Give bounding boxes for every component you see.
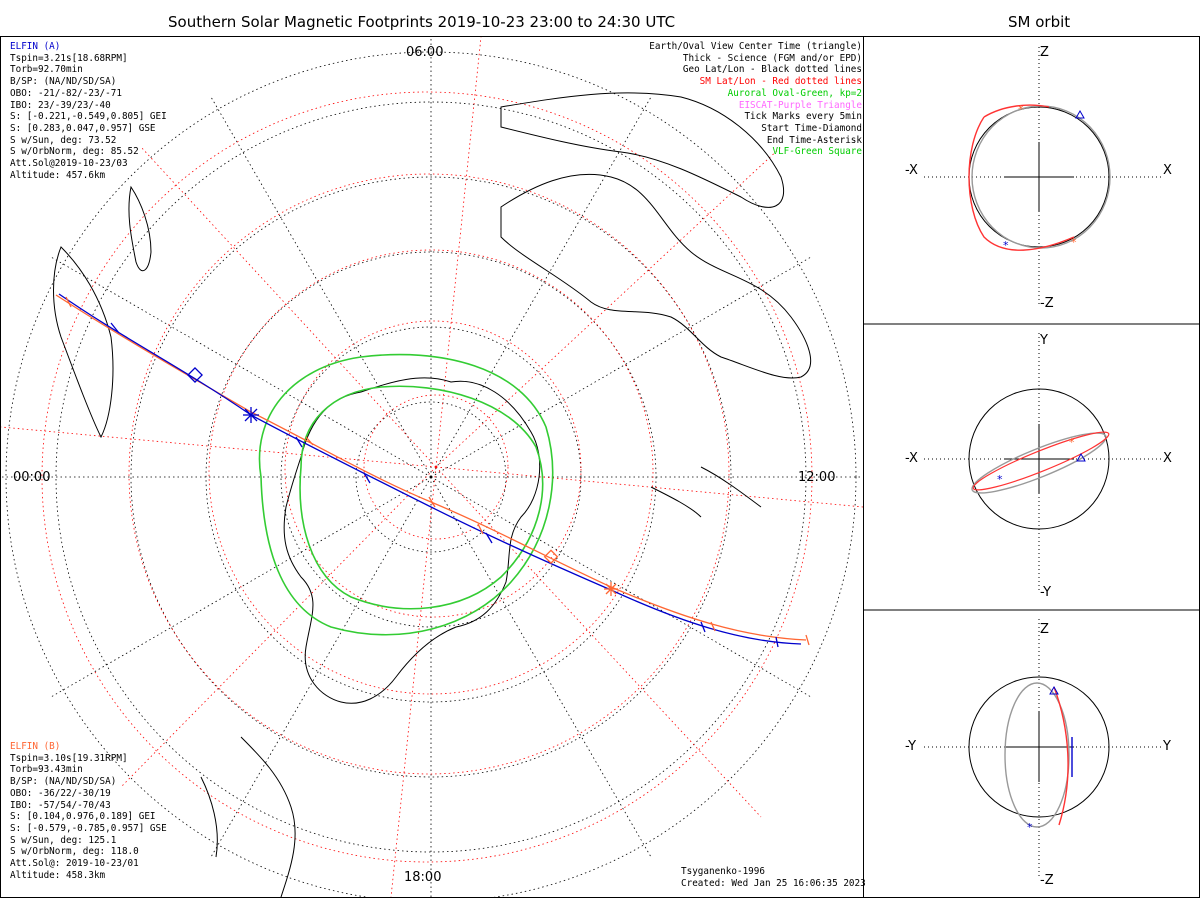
orbit3-bottom-label: -Z xyxy=(1040,873,1054,888)
australia-outline xyxy=(500,173,812,379)
madagascar-outline xyxy=(128,185,152,272)
sm-orbit-plots: * * * * * * xyxy=(864,47,1200,879)
hour-label-left: 00:00 xyxy=(13,470,51,485)
orbit-panel-yz: * xyxy=(924,619,1164,879)
elfin-a-line: S: [-0.221,-0.549,0.805] GEI xyxy=(10,111,167,123)
elfin-b-start-diamond xyxy=(543,549,559,564)
asia-outline xyxy=(500,92,785,208)
elfin-a-name: ELFIN (A) xyxy=(10,41,61,52)
orbit3-right-label: Y xyxy=(1163,739,1171,754)
orbit2-left-label: -X xyxy=(905,451,918,466)
elfin-a-end-asterisk xyxy=(243,407,259,423)
elfin-b-line: B/SP: (NA/ND/SD/SA) xyxy=(10,776,117,788)
legend-item: SM Lat/Lon - Red dotted lines xyxy=(699,76,862,88)
footprint-map xyxy=(1,37,863,897)
plot-title: Southern Solar Magnetic Footprints 2019-… xyxy=(168,13,676,31)
coastlines xyxy=(53,92,812,897)
legend-item: Auroral Oval-Green, kp=2 xyxy=(727,87,862,99)
orbit3-left-label: -Y xyxy=(905,739,917,754)
elfin-b-line: Tspin=3.10s[19.31RPM] xyxy=(10,752,128,764)
elfin-b-line: Torb=93.43min xyxy=(10,764,83,776)
legend-item: EISCAT-Purple Triangle xyxy=(738,99,862,111)
elfin-b-track xyxy=(55,294,807,641)
elfin-b-line: IBO: -57/54/-70/43 xyxy=(10,799,111,811)
hour-label-bottom: 18:00 xyxy=(404,870,442,885)
svg-text:*: * xyxy=(1071,236,1077,249)
south-america-outline xyxy=(200,736,296,897)
africa-outline xyxy=(53,246,114,439)
legend-item: Thick - Science (FGM and/or EPD) xyxy=(682,52,862,64)
orbit-panel-xy: * * xyxy=(924,333,1164,593)
tick-marks-a xyxy=(110,322,779,648)
orbit1-top-label: Z xyxy=(1040,45,1049,60)
orbit1-left-label: -X xyxy=(905,163,918,178)
track-markers xyxy=(65,296,810,648)
svg-text:*: * xyxy=(1018,103,1024,116)
elfin-a-line: Att.Sol@2019-10-23/03 xyxy=(10,158,128,170)
elfin-b-info: ELFIN (B) Tspin=3.10s[19.31RPM] Torb=93.… xyxy=(10,741,167,881)
svg-text:*: * xyxy=(1069,436,1075,449)
elfin-b-line: S: [0.104,0.976,0.189] GEI xyxy=(10,811,156,823)
sm-orbit-column: * * * * * * xyxy=(864,36,1200,898)
hour-label-right: 12:00 xyxy=(798,470,836,485)
created-timestamp: Created: Wed Jan 25 16:06:35 2023 xyxy=(681,877,866,889)
legend-item: VLF-Green Square xyxy=(772,146,862,158)
geo-grid xyxy=(1,37,863,897)
svg-text:*: * xyxy=(997,473,1003,486)
orbit-title: SM orbit xyxy=(1008,13,1071,31)
orbit3-top-label: Z xyxy=(1040,622,1049,637)
elfin-a-info: ELFIN (A) Tspin=3.21s[18.68RPM] Torb=92.… xyxy=(10,41,167,181)
sm-grid xyxy=(1,37,863,897)
hour-label-top: 06:00 xyxy=(406,45,444,60)
elfin-b-end-asterisk xyxy=(604,582,618,596)
antarctica-outline xyxy=(283,377,541,704)
elfin-a-line: Torb=92.70min xyxy=(10,64,83,76)
legend-item: End Time-Asterisk xyxy=(766,134,862,146)
footer: Tsyganenko-1996 Created: Wed Jan 25 16:0… xyxy=(681,866,866,889)
elfin-b-name: ELFIN (B) xyxy=(10,741,61,752)
svg-text:*: * xyxy=(1027,821,1033,834)
elfin-a-start-diamond xyxy=(187,367,203,383)
orbit-panel-xz: * * * xyxy=(924,47,1164,307)
legend-item: Start Time-Diamond xyxy=(761,122,862,134)
orbit1-bottom-label: -Z xyxy=(1040,296,1054,311)
new-zealand-outline xyxy=(650,466,762,518)
elfin-b-line: Att.Sol@: 2019-10-23/01 xyxy=(10,858,139,870)
elfin-b-line: S w/OrbNorm, deg: 118.0 xyxy=(10,846,139,858)
legend: Earth/Oval View Center Time (triangle) T… xyxy=(649,41,862,158)
svg-text:*: * xyxy=(1003,239,1009,252)
footprint-map-panel: ELFIN (A) Tspin=3.21s[18.68RPM] Torb=92.… xyxy=(0,36,866,898)
elfin-a-line: S w/Sun, deg: 73.52 xyxy=(10,134,117,146)
elfin-b-line: S: [-0.579,-0.785,0.957] GSE xyxy=(10,822,167,834)
elfin-b-line: OBO: -36/22/-30/19 xyxy=(10,787,111,799)
orbit2-top-label: Y xyxy=(1040,333,1048,348)
tick-marks-b xyxy=(65,296,810,646)
elfin-a-track xyxy=(58,293,802,645)
elfin-a-line: OBO: -21/-82/-23/-71 xyxy=(10,87,122,99)
legend-item: Earth/Oval View Center Time (triangle) xyxy=(649,41,862,52)
orbit2-right-label: X xyxy=(1163,451,1172,466)
elfin-a-line: S w/OrbNorm, deg: 85.52 xyxy=(10,146,139,158)
elfin-a-line: Altitude: 457.6km xyxy=(10,169,106,181)
elfin-b-line: Altitude: 458.3km xyxy=(10,869,106,881)
model-name: Tsyganenko-1996 xyxy=(681,866,765,877)
elfin-a-line: S: [0.283,0.047,0.957] GSE xyxy=(10,122,156,134)
legend-item: Geo Lat/Lon - Black dotted lines xyxy=(682,64,862,76)
elfin-a-line: IBO: 23/-39/23/-40 xyxy=(10,99,111,111)
orbit2-bottom-label: -Y xyxy=(1040,585,1052,600)
elfin-b-line: S w/Sun, deg: 125.1 xyxy=(10,834,117,846)
elfin-a-line: B/SP: (NA/ND/SD/SA) xyxy=(10,76,117,88)
legend-item: Tick Marks every 5min xyxy=(744,111,862,123)
orbit1-right-label: X xyxy=(1163,163,1172,178)
elfin-a-line: Tspin=3.21s[18.68RPM] xyxy=(10,52,128,64)
auroral-oval xyxy=(258,353,554,636)
